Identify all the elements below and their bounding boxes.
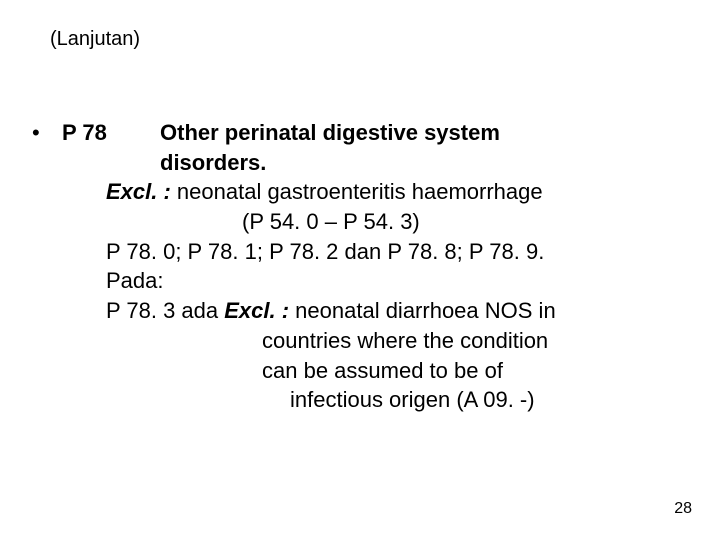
bullet-glyph: • <box>32 118 62 148</box>
entry-title-line1: Other perinatal digestive system <box>160 118 500 148</box>
bullet-line-1: • P 78 Other perinatal digestive system <box>32 118 680 148</box>
p783-prefix: P 78. 3 ada <box>106 298 224 323</box>
slide-body: • P 78 Other perinatal digestive system … <box>32 118 680 415</box>
excl-text: neonatal gastroenteritis haemorrhage <box>171 179 543 204</box>
excl2-line4: infectious origen (A 09. -) <box>32 385 680 415</box>
excl2-text: neonatal diarrhoea NOS in <box>289 298 556 323</box>
exclusion-range: (P 54. 0 – P 54. 3) <box>32 207 680 237</box>
excl2-line2: countries where the condition <box>32 326 680 356</box>
exclusion-line1: Excl. : neonatal gastroenteritis haemorr… <box>32 177 680 207</box>
entry-title-line2: disorders. <box>32 148 680 178</box>
p783-line: P 78. 3 ada Excl. : neonatal diarrhoea N… <box>32 296 680 326</box>
continuation-header: (Lanjutan) <box>50 28 140 51</box>
icd-code: P 78 <box>62 118 160 148</box>
excl2-line3: can be assumed to be of <box>32 356 680 386</box>
page-number: 28 <box>674 500 692 518</box>
pada-label: Pada: <box>32 266 680 296</box>
excl-label: Excl. : <box>106 179 171 204</box>
slide: (Lanjutan) • P 78 Other perinatal digest… <box>0 0 720 540</box>
subcodes-line: P 78. 0; P 78. 1; P 78. 2 dan P 78. 8; P… <box>32 237 680 267</box>
excl2-label: Excl. : <box>224 298 289 323</box>
